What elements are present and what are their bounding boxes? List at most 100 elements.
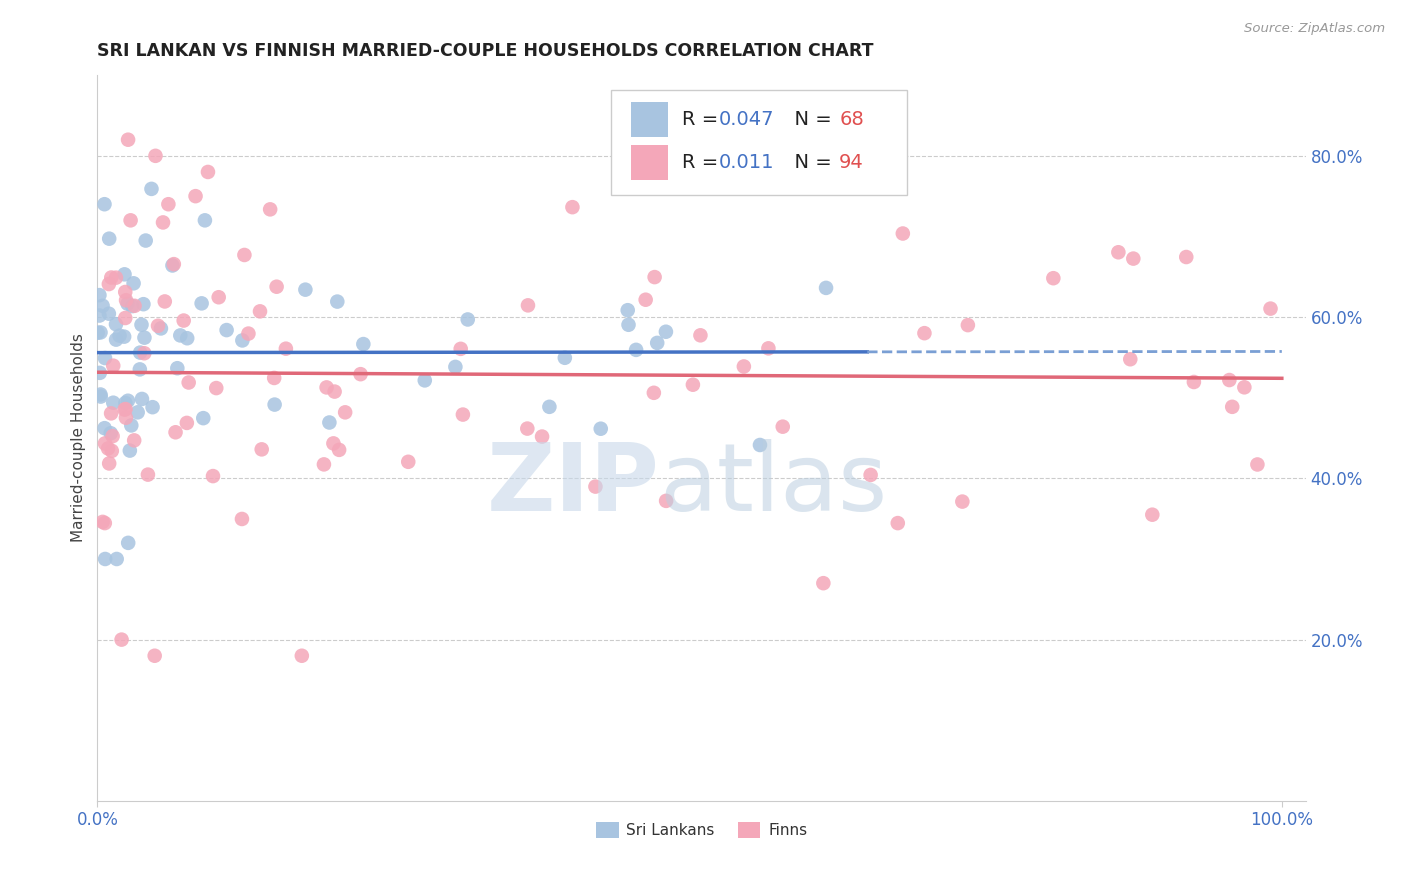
Point: [108, 328, 131, 343]
Point: [93, 197, 115, 211]
Point: [127, 405, 149, 419]
Point: [94, 516, 117, 530]
Point: [117, 393, 139, 408]
Point: [333, 405, 356, 419]
FancyBboxPatch shape: [631, 145, 668, 179]
Point: [117, 133, 139, 147]
Point: [169, 328, 191, 343]
Point: [90, 390, 112, 404]
Point: [120, 213, 142, 227]
Point: [205, 381, 228, 395]
Point: [143, 648, 166, 663]
Point: [444, 359, 467, 374]
Point: [146, 318, 169, 333]
Text: 0.047: 0.047: [718, 110, 773, 129]
Point: [97, 307, 120, 321]
Point: [517, 298, 540, 312]
Point: [89, 309, 111, 323]
Point: [1042, 271, 1064, 285]
Point: [142, 400, 165, 414]
Point: [655, 325, 678, 339]
Point: [163, 257, 186, 271]
Point: [644, 270, 666, 285]
Point: [318, 416, 340, 430]
Point: [103, 359, 125, 373]
Point: [259, 202, 281, 217]
Point: [122, 434, 145, 448]
Point: [100, 426, 122, 441]
Point: [129, 345, 152, 359]
Point: [166, 361, 188, 376]
Point: [136, 467, 159, 482]
Point: [153, 294, 176, 309]
Point: [97, 277, 120, 291]
Point: [538, 400, 561, 414]
Point: [110, 632, 132, 647]
Point: [208, 290, 231, 304]
Point: [97, 442, 120, 456]
Point: [891, 227, 914, 241]
Point: [91, 515, 114, 529]
Point: [176, 331, 198, 345]
Point: [176, 416, 198, 430]
Point: [89, 326, 111, 340]
Point: [131, 318, 153, 332]
Point: [93, 421, 115, 435]
Point: [263, 398, 285, 412]
Y-axis label: Married-couple Households: Married-couple Households: [72, 334, 86, 542]
Point: [312, 458, 335, 472]
Point: [250, 442, 273, 457]
Point: [89, 288, 111, 302]
Legend: Sri Lankans, Finns: Sri Lankans, Finns: [589, 816, 813, 844]
Point: [193, 411, 215, 425]
Point: [1142, 508, 1164, 522]
FancyBboxPatch shape: [631, 102, 668, 136]
Point: [326, 294, 349, 309]
Point: [112, 329, 135, 343]
Point: [950, 494, 973, 508]
Point: [101, 429, 124, 443]
Point: [145, 149, 167, 163]
Point: [813, 576, 835, 591]
Point: [1122, 252, 1144, 266]
Point: [624, 343, 647, 357]
Point: [749, 438, 772, 452]
Point: [1246, 458, 1268, 472]
Point: [194, 213, 217, 227]
Point: [1175, 250, 1198, 264]
Point: [1107, 245, 1129, 260]
Point: [114, 402, 136, 417]
Point: [643, 385, 665, 400]
Point: [149, 321, 172, 335]
Point: [100, 270, 122, 285]
Point: [457, 312, 479, 326]
Point: [132, 297, 155, 311]
Point: [184, 189, 207, 203]
Point: [101, 443, 124, 458]
Point: [450, 342, 472, 356]
Point: [190, 296, 212, 310]
Point: [131, 392, 153, 406]
Point: [115, 410, 138, 425]
Point: [531, 429, 554, 443]
Point: [128, 362, 150, 376]
Point: [165, 425, 187, 440]
Point: [352, 337, 374, 351]
Point: [772, 419, 794, 434]
Point: [815, 281, 838, 295]
Text: 0.011: 0.011: [718, 153, 773, 172]
Text: atlas: atlas: [659, 439, 887, 532]
Point: [291, 648, 314, 663]
Point: [89, 366, 111, 380]
Text: R =: R =: [682, 110, 724, 129]
Point: [294, 283, 316, 297]
Text: SRI LANKAN VS FINNISH MARRIED-COUPLE HOUSEHOLDS CORRELATION CHART: SRI LANKAN VS FINNISH MARRIED-COUPLE HOU…: [97, 42, 875, 60]
Point: [134, 331, 156, 345]
Point: [197, 165, 219, 179]
Point: [231, 512, 253, 526]
Text: R =: R =: [682, 153, 724, 172]
Point: [94, 351, 117, 365]
FancyBboxPatch shape: [610, 90, 907, 195]
Point: [413, 373, 436, 387]
Point: [104, 270, 127, 285]
